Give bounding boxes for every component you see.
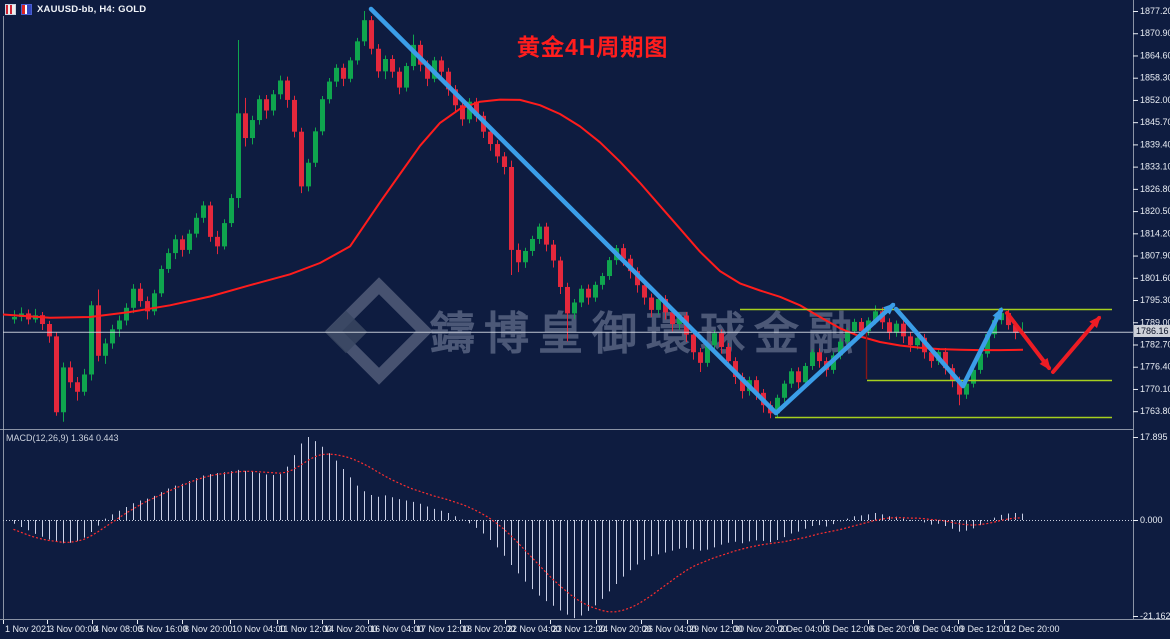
svg-text:4 Nov 08:00: 4 Nov 08:00 [94, 624, 143, 634]
svg-text:11 Nov 12:00: 11 Nov 12:00 [279, 624, 332, 634]
support-resistance-lines[interactable] [740, 308, 1112, 419]
macd-scale-axis[interactable]: 17.895 0.000 -21.162 [1133, 432, 1170, 621]
svg-text:8 Nov 20:00: 8 Nov 20:00 [184, 624, 233, 634]
chart-title: XAUUSD-bb, H4: GOLD [37, 3, 147, 15]
svg-text:1807.90: 1807.90 [1140, 251, 1170, 261]
macd-indicator-label: MACD(12,26,9) 1.364 0.443 [6, 433, 119, 443]
svg-text:2 Dec 04:00: 2 Dec 04:00 [779, 624, 828, 634]
svg-text:16 Nov 04:00: 16 Nov 04:00 [370, 624, 424, 634]
svg-text:1852.00: 1852.00 [1140, 95, 1170, 105]
svg-text:1763.80: 1763.80 [1140, 406, 1170, 416]
red-forecast-arrows[interactable] [1005, 311, 1101, 374]
svg-text:17 Nov 12:00: 17 Nov 12:00 [416, 624, 470, 634]
svg-text:1789.00: 1789.00 [1140, 317, 1170, 327]
svg-text:26 Nov 04:00: 26 Nov 04:00 [643, 624, 697, 634]
macd-pane[interactable] [3, 437, 1133, 619]
svg-text:17.895: 17.895 [1140, 432, 1168, 442]
price-axis[interactable]: 1877.20 1870.90 1864.60 1858.30 1852.00 1845.… [1133, 6, 1170, 416]
candles-layer[interactable] [12, 11, 1025, 422]
svg-text:1795.30: 1795.30 [1140, 295, 1170, 305]
svg-text:1858.30: 1858.30 [1140, 73, 1170, 83]
svg-text:-21.162: -21.162 [1140, 611, 1170, 621]
svg-text:1870.90: 1870.90 [1140, 28, 1170, 38]
svg-text:5 Nov 16:00: 5 Nov 16:00 [139, 624, 188, 634]
svg-text:1826.80: 1826.80 [1140, 184, 1170, 194]
svg-text:1864.60: 1864.60 [1140, 50, 1170, 60]
svg-text:10 Nov 04:00: 10 Nov 04:00 [232, 624, 286, 634]
svg-text:1845.70: 1845.70 [1140, 117, 1170, 127]
svg-text:29 Nov 12:00: 29 Nov 12:00 [689, 624, 743, 634]
svg-text:1877.20: 1877.20 [1140, 6, 1170, 16]
svg-text:22 Nov 04:00: 22 Nov 04:00 [507, 624, 561, 634]
bar-chart-icon [5, 3, 16, 15]
svg-text:1 Nov 2021: 1 Nov 2021 [5, 624, 51, 634]
svg-text:6 Dec 20:00: 6 Dec 20:00 [870, 624, 919, 634]
headline-annotation: 黄金4H周期图 [517, 34, 669, 60]
svg-text:14 Nov 20:00: 14 Nov 20:00 [324, 624, 378, 634]
svg-text:9 Dec 12:00: 9 Dec 12:00 [960, 624, 1009, 634]
svg-text:0.000: 0.000 [1140, 515, 1163, 525]
svg-text:3 Dec 12:00: 3 Dec 12:00 [825, 624, 874, 634]
svg-text:1801.60: 1801.60 [1140, 273, 1170, 283]
moving-average-line[interactable] [2, 98, 1024, 352]
pane-frame [0, 0, 1170, 620]
svg-text:18 Nov 20:00: 18 Nov 20:00 [462, 624, 516, 634]
svg-text:12 Dec 20:00: 12 Dec 20:00 [1006, 624, 1060, 634]
svg-text:1820.50: 1820.50 [1140, 206, 1170, 216]
svg-text:24 Nov 20:00: 24 Nov 20:00 [598, 624, 652, 634]
svg-text:8 Dec 04:00: 8 Dec 04:00 [915, 624, 964, 634]
candlestick-chart-icon [21, 3, 32, 15]
svg-text:1770.10: 1770.10 [1140, 384, 1170, 394]
svg-text:1839.40: 1839.40 [1140, 139, 1170, 149]
svg-text:1776.40: 1776.40 [1140, 362, 1170, 372]
watermark-text: 鑄博皇御環球金融 [430, 308, 863, 359]
svg-text:23 Nov 12:00: 23 Nov 12:00 [552, 624, 606, 634]
svg-text:30 Nov 20:00: 30 Nov 20:00 [734, 624, 788, 634]
chart-title-bar: XAUUSD-bb, H4: GOLD [0, 0, 1170, 16]
blue-trendline-drawing[interactable] [368, 6, 1004, 416]
svg-text:1814.20: 1814.20 [1140, 228, 1170, 238]
svg-text:3 Nov 00:00: 3 Nov 00:00 [49, 624, 98, 634]
current-price-badge: 1786.16 [1134, 325, 1170, 337]
svg-text:1833.10: 1833.10 [1140, 162, 1170, 172]
svg-text:1782.70: 1782.70 [1140, 339, 1170, 349]
